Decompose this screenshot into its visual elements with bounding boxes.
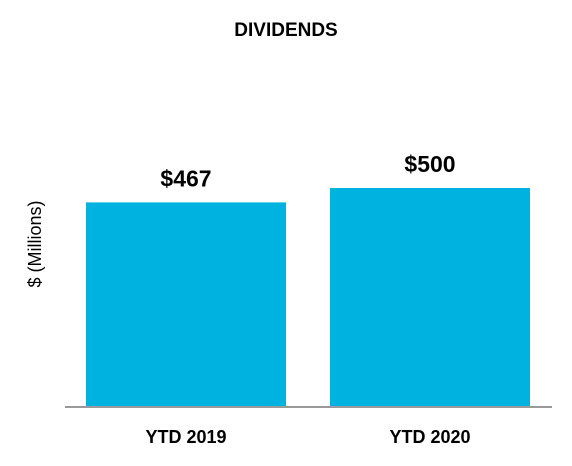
value-label: $500: [404, 151, 455, 177]
value-label: $467: [160, 165, 211, 191]
y-axis-label: $ (Millions): [25, 200, 45, 287]
x-tick-label: YTD 2019: [145, 427, 226, 447]
bar: [86, 202, 286, 406]
bar: [330, 188, 530, 406]
x-tick-label: YTD 2020: [389, 427, 470, 447]
chart-title: DIVIDENDS: [234, 20, 337, 41]
